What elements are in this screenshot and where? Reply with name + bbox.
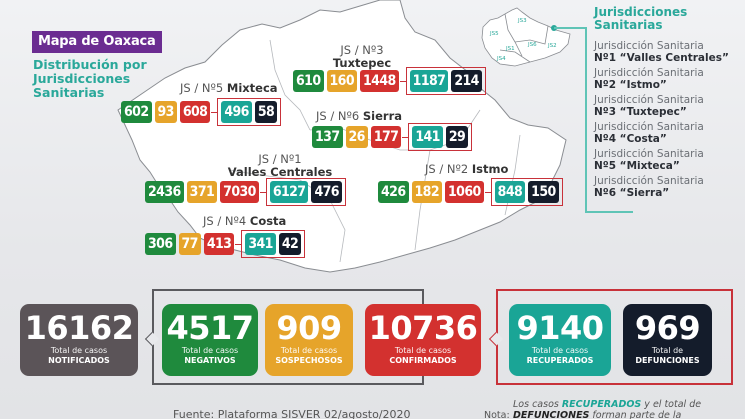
legend-item-js6: Jurisdicción Sanitaria Nº6 “Sierra” <box>594 175 704 199</box>
district-row-js5: 602 93 608 496 58 <box>121 98 282 126</box>
district-label-js5: JS / Nº5 Mixteca <box>180 81 278 95</box>
recuperados-count: 141 <box>412 126 443 148</box>
source-note: Fuente: Plataforma SISVER 02/agosto/2020 <box>173 408 411 419</box>
total-sospechosos-card: 909 Total de casos SOSPECHOSOS <box>265 304 353 376</box>
page-subtitle: Distribución por Jurisdicciones Sanitari… <box>33 57 147 100</box>
total-recuperados-card: 9140 Total de casos RECUPERADOS <box>509 304 611 376</box>
district-label-js6: JS / Nº6 Sierra <box>316 109 403 123</box>
recuperados-count: 496 <box>221 101 252 123</box>
outcome-group: 341 42 <box>235 230 306 258</box>
defunciones-count: 42 <box>278 233 302 255</box>
footnote: Los casos RECUPERADOS y el total de Nota… <box>484 399 702 419</box>
total-defunciones-card: 969 Total de DEFUNCIONES <box>623 304 712 376</box>
district-row-js6: 137 26 177 141 29 <box>312 123 473 151</box>
legend-title: Jurisdicciones Sanitarias <box>594 5 688 32</box>
negativos-count: 610 <box>293 70 324 92</box>
district-label-js4: JS / Nº4 Costa <box>203 214 287 228</box>
district-row-js3: 610 160 1448 1187 214 <box>293 67 486 95</box>
mini-map-label-js2: JS2 <box>547 43 557 49</box>
confirmados-count: 1060 <box>445 181 484 203</box>
sospechosos-count: 371 <box>186 181 218 203</box>
outcome-group: 496 58 <box>211 98 282 126</box>
legend-item-js3: Jurisdicción Sanitaria Nº3 “Tuxtepec” <box>594 94 704 118</box>
mini-map-label-js3: JS3 <box>517 18 527 24</box>
total-negativos-card: 4517 Total de casos NEGATIVOS <box>162 304 258 376</box>
legend-item-js2: Jurisdicción Sanitaria Nº2 “Istmo” <box>594 67 704 91</box>
outcome-group: 141 29 <box>402 123 473 151</box>
sospechosos-count: 77 <box>178 233 201 255</box>
confirmados-count: 177 <box>370 126 402 148</box>
recuperados-count: 341 <box>245 233 276 255</box>
legend-item-js1: Jurisdicción Sanitaria Nº1 “Valles Centr… <box>594 40 729 64</box>
district-row-js2: 426 182 1060 848 150 <box>378 178 563 206</box>
mini-map-label-js1: JS1 <box>505 46 515 52</box>
total-notificados-card: 16162 Total de casos NOTIFICADOS <box>20 304 138 376</box>
mini-map-label-js6: JS6 <box>527 42 537 48</box>
legend-connector-line <box>585 28 587 213</box>
district-label-js3: JS / Nº3 Tuxtepec <box>332 43 392 70</box>
confirmados-count: 413 <box>203 233 235 255</box>
outcome-group: 1187 214 <box>399 67 486 95</box>
confirmados-count: 1448 <box>360 70 399 92</box>
negativos-count: 602 <box>121 101 152 123</box>
confirmados-count: 7030 <box>220 181 259 203</box>
negativos-count: 137 <box>312 126 343 148</box>
sospechosos-count: 182 <box>411 181 442 203</box>
recuperados-count: 6127 <box>269 181 309 203</box>
sospechosos-count: 26 <box>345 126 368 148</box>
outcome-group: 848 150 <box>484 178 563 206</box>
legend-connector-line <box>554 27 587 29</box>
district-row-js4: 306 77 413 341 42 <box>145 230 306 258</box>
recuperados-count: 1187 <box>409 70 449 92</box>
recuperados-count: 848 <box>494 181 526 203</box>
legend-list: Jurisdicción Sanitaria Nº1 “Valles Centr… <box>594 40 744 202</box>
negativos-count: 306 <box>145 233 176 255</box>
negativos-count: 2436 <box>145 181 184 203</box>
negativos-count: 426 <box>378 181 409 203</box>
region-border <box>269 39 311 131</box>
sospechosos-count: 160 <box>326 70 357 92</box>
confirmados-count: 608 <box>179 101 211 123</box>
defunciones-count: 29 <box>445 126 469 148</box>
total-confirmados-card: 10736 Total de casos CONFIRMADOS <box>365 304 481 376</box>
legend-connector-line <box>585 211 633 213</box>
defunciones-count: 476 <box>311 181 342 203</box>
defunciones-count: 150 <box>528 181 559 203</box>
district-row-js1: 2436 371 7030 6127 476 <box>145 178 346 206</box>
defunciones-count: 58 <box>254 101 278 123</box>
district-label-js1: JS / Nº1 Valles Centrales <box>227 152 333 179</box>
mini-map-label-js5: JS5 <box>489 31 499 37</box>
sospechosos-count: 93 <box>154 101 177 123</box>
mini-map-label-js4: JS4 <box>496 56 506 62</box>
district-label-js2: JS / Nº2 Istmo <box>425 162 509 176</box>
outcome-group: 6127 476 <box>259 178 346 206</box>
legend-item-js5: Jurisdicción Sanitaria Nº5 “Mixteca” <box>594 148 704 172</box>
defunciones-count: 214 <box>451 70 482 92</box>
page-title: Mapa de Oaxaca <box>32 31 162 53</box>
mini-map <box>481 7 571 67</box>
legend-item-js4: Jurisdicción Sanitaria Nº4 “Costa” <box>594 121 704 145</box>
